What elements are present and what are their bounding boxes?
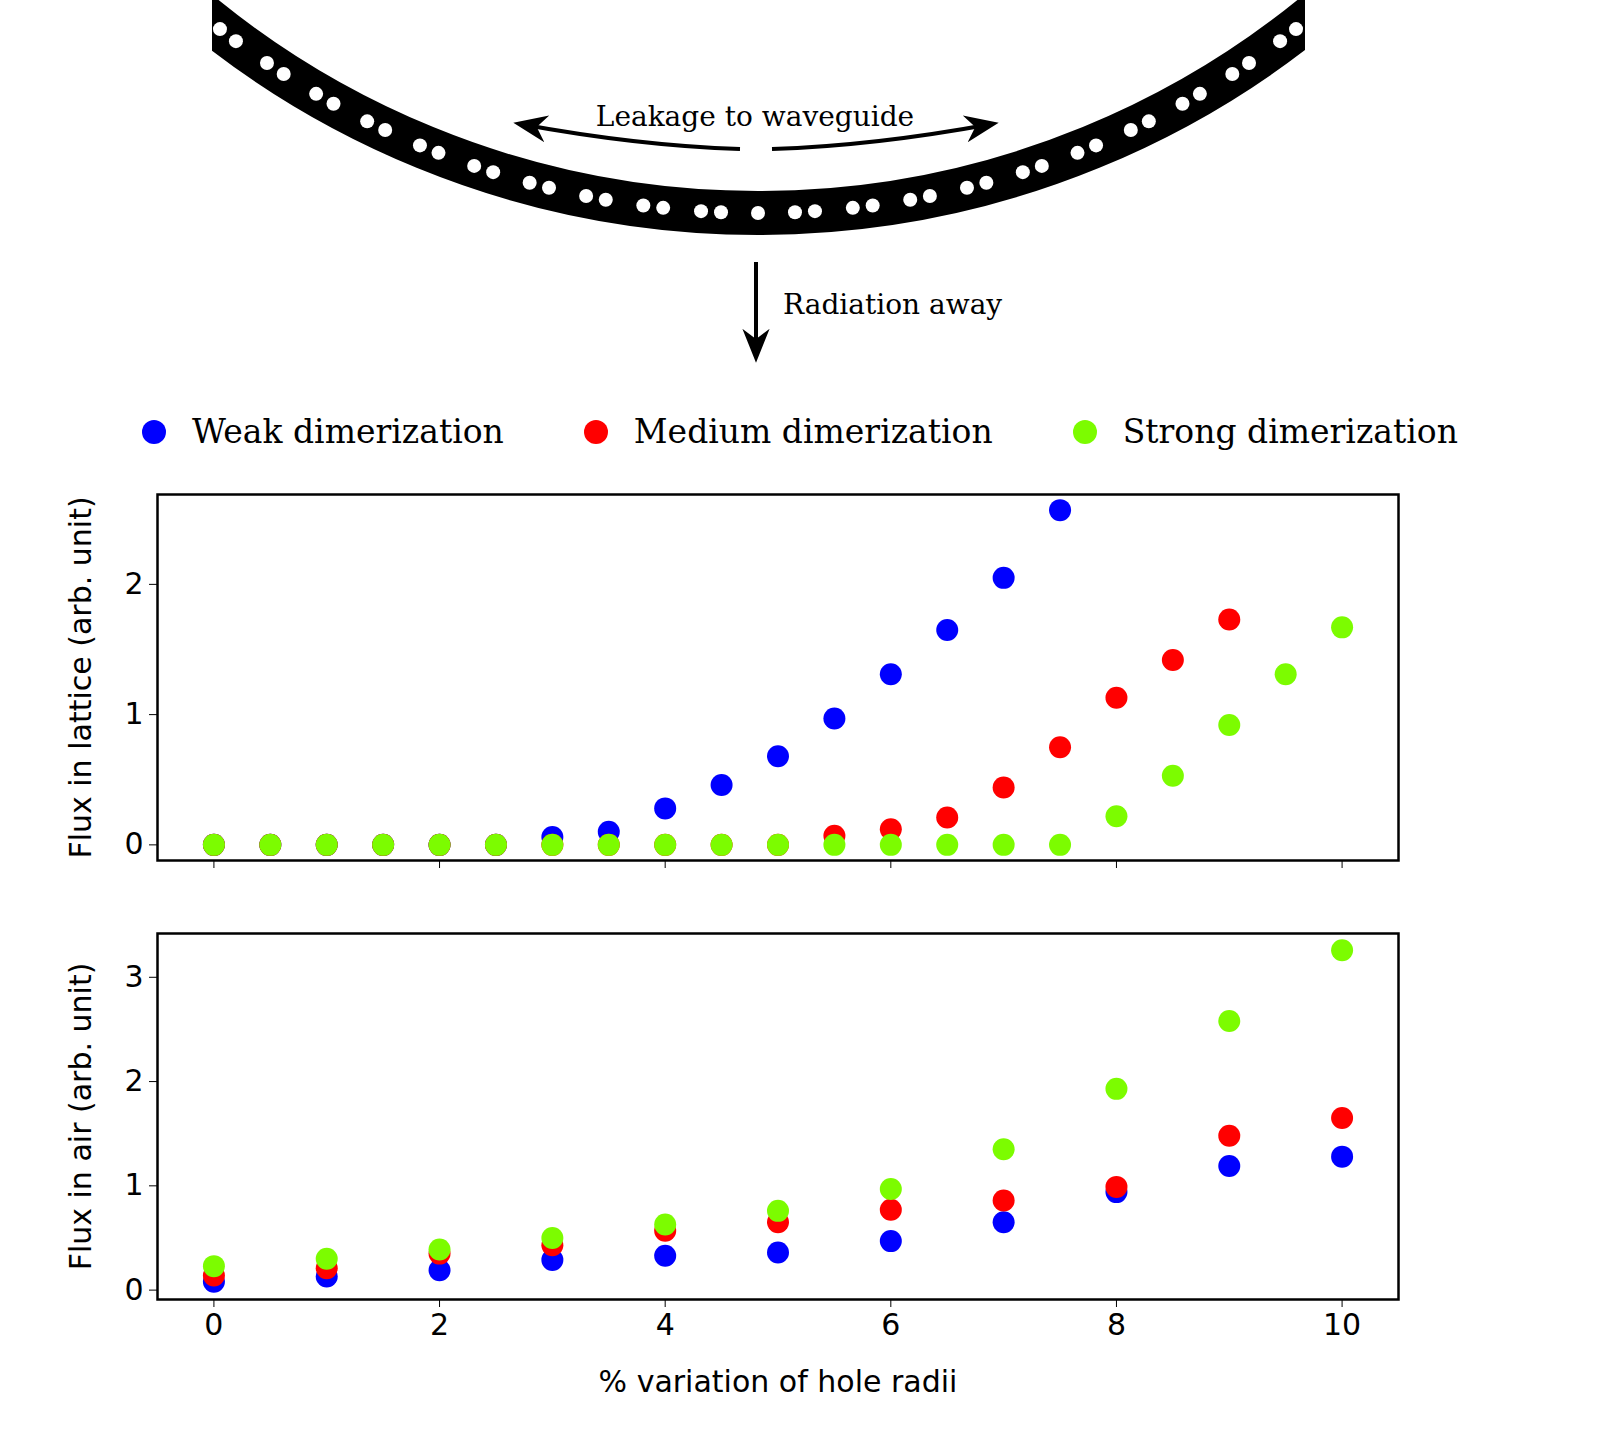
svg-text:4: 4 xyxy=(656,1307,675,1342)
html-text:Weak dimerization: Weak dimerization xyxy=(192,412,504,451)
svg-text:2: 2 xyxy=(430,1307,449,1342)
svg-text:8: 8 xyxy=(1107,1307,1126,1342)
svg-text:Flux in air (arb. unit): Flux in air (arb. unit) xyxy=(63,963,98,1271)
svg-text:3: 3 xyxy=(124,959,143,994)
svg-text:2: 2 xyxy=(124,566,143,601)
svg-text:1: 1 xyxy=(124,696,143,731)
html-text:Strong dimerization: Strong dimerization xyxy=(1122,412,1458,451)
svg-text:Flux in lattice (arb. unit): Flux in lattice (arb. unit) xyxy=(63,496,98,858)
svg-text:0: 0 xyxy=(204,1307,223,1342)
svg-text:6: 6 xyxy=(881,1307,900,1342)
svg-text:% variation of hole radii: % variation of hole radii xyxy=(599,1364,958,1399)
svg-text:1: 1 xyxy=(124,1167,143,1202)
html-text:Medium dimerization: Medium dimerization xyxy=(633,412,993,451)
svg-text:Leakage to waveguide: Leakage to waveguide xyxy=(596,100,914,133)
svg-text:0: 0 xyxy=(124,1272,143,1307)
svg-text:0: 0 xyxy=(124,826,143,861)
svg-text:Radiation away: Radiation away xyxy=(783,288,1002,321)
svg-text:2: 2 xyxy=(124,1063,143,1098)
svg-text:10: 10 xyxy=(1323,1307,1361,1342)
